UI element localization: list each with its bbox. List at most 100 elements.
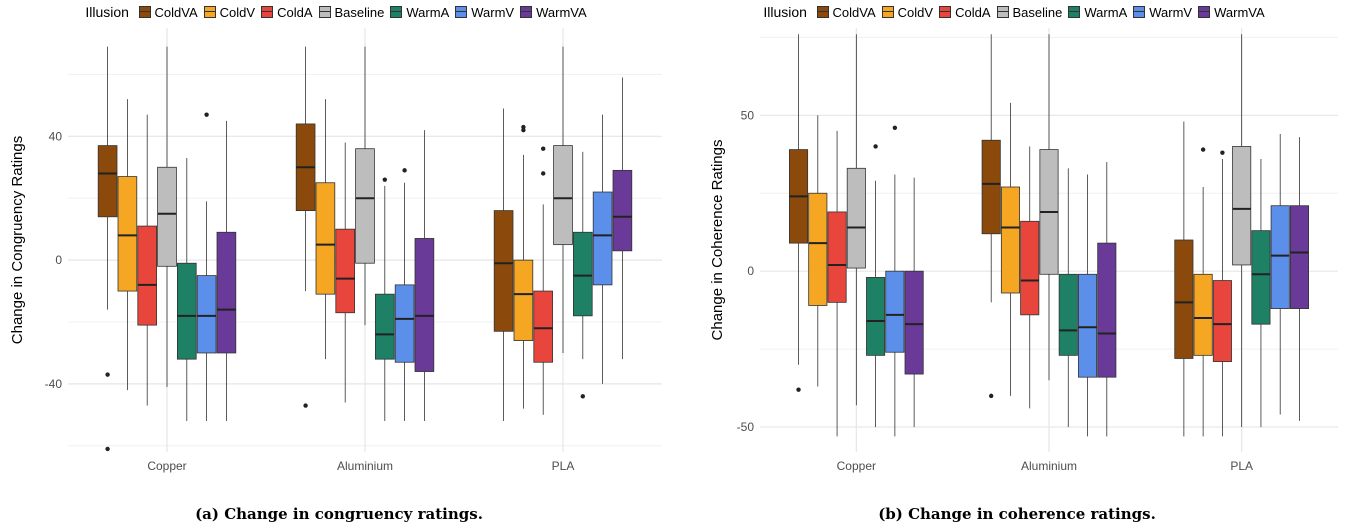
box-warmva — [216, 120, 237, 422]
box — [827, 211, 847, 303]
box — [493, 210, 514, 332]
outlier-point — [892, 125, 898, 130]
x-tick-label: Aluminium — [337, 459, 393, 473]
legend-key — [138, 6, 151, 18]
box-baseline — [846, 34, 866, 406]
box — [157, 166, 177, 267]
box-coldva — [1174, 121, 1194, 437]
legend-item: WarmV — [1133, 5, 1192, 20]
box-baseline — [355, 46, 375, 326]
coherence-chart-panel: Illusion ColdVA ColdV ColdA Baseline WarmA Wa… — [678, 0, 1356, 531]
legend-key — [455, 6, 468, 18]
box-warmva — [414, 130, 435, 422]
box — [394, 284, 415, 363]
outlier-point — [105, 372, 110, 377]
box — [553, 145, 573, 246]
x-tick-label: Aluminium — [1021, 459, 1077, 473]
box-baseline — [553, 46, 573, 353]
box-warma — [1251, 158, 1271, 428]
legend-key — [1068, 6, 1081, 18]
legend-key — [261, 6, 274, 18]
legend-label: WarmA — [406, 5, 450, 20]
legend-label: ColdVA — [832, 5, 876, 20]
outlier-point — [1220, 150, 1225, 155]
box-warma — [374, 177, 395, 422]
box — [846, 167, 866, 269]
box — [1097, 242, 1117, 378]
box-warmv — [592, 114, 613, 384]
legend-key — [939, 6, 952, 18]
box-colda — [335, 142, 355, 403]
box-colda — [137, 114, 158, 406]
coherence-boxplot: -50 0 50 Copper Aluminium PLA Change in Cohere… — [709, 28, 1338, 473]
legend-label: Baseline — [334, 5, 385, 20]
box — [216, 231, 237, 354]
y-tick-label: 0 — [747, 264, 754, 278]
box-coldva — [789, 34, 809, 392]
box — [1289, 205, 1309, 309]
box — [592, 191, 613, 286]
box-coldva — [97, 46, 118, 452]
box-warmv — [394, 168, 415, 422]
box-warma — [866, 144, 886, 428]
legend: Illusion ColdVA ColdV ColdA Baseline WarmA Wa… — [678, 4, 1356, 20]
outlier-point — [402, 168, 407, 173]
x-tick-label: PLA — [552, 459, 575, 473]
box-warmva — [1289, 137, 1309, 421]
y-tick-label: 0 — [55, 253, 62, 267]
legend-key — [1198, 6, 1211, 18]
caption: (b) Change in coherence ratings. — [878, 505, 1156, 523]
box-warmv — [196, 112, 217, 422]
box-coldv — [513, 124, 534, 409]
box — [612, 169, 633, 252]
legend-key — [390, 6, 403, 18]
box — [1270, 205, 1290, 309]
congruency-boxplot: -40 0 40 Copper Aluminium PLA Change in Congru… — [9, 28, 662, 473]
legend-title: Illusion — [85, 4, 129, 20]
box — [981, 139, 1001, 235]
box — [1193, 273, 1213, 356]
outlier-point — [989, 393, 994, 399]
legend-item: WarmVA — [520, 5, 587, 20]
x-tick-label: Copper — [837, 459, 876, 473]
caption: (a) Change in congruency ratings. — [195, 505, 483, 523]
legend-item: ColdVA — [138, 5, 198, 20]
outlier-point — [580, 394, 585, 399]
outlier-point — [1200, 147, 1206, 152]
legend-key — [816, 6, 829, 18]
legend-label: WarmV — [471, 5, 515, 20]
y-tick-label: -50 — [737, 420, 755, 434]
box — [904, 270, 924, 375]
box-coldv — [315, 99, 336, 360]
y-axis-label: Change in Congruency Ratings — [9, 136, 26, 344]
box — [808, 192, 828, 306]
box-warma — [1058, 168, 1078, 428]
box — [1232, 146, 1252, 266]
box — [1020, 220, 1040, 316]
legend-item: Baseline — [318, 5, 385, 20]
box — [885, 270, 905, 353]
legend-label: ColdA — [277, 5, 313, 20]
box-colda — [533, 146, 553, 415]
box — [533, 290, 553, 363]
legend-item: ColdV — [203, 5, 255, 20]
box — [573, 231, 593, 317]
legend-item: ColdA — [261, 5, 313, 20]
box — [355, 148, 375, 264]
box-warmva — [904, 177, 924, 428]
outlier-point — [303, 403, 308, 408]
box-coldv — [117, 99, 138, 391]
legend-label: ColdVA — [154, 5, 198, 20]
legend-key — [318, 6, 331, 18]
box-coldva — [493, 108, 514, 422]
box — [315, 182, 336, 295]
legend-label: WarmVA — [1214, 5, 1265, 20]
box — [1000, 186, 1021, 294]
legend-key — [996, 6, 1009, 18]
box-warma — [176, 157, 197, 422]
box — [117, 176, 138, 292]
box — [176, 262, 197, 360]
outlier-point — [521, 124, 526, 130]
legend-item: WarmV — [455, 5, 514, 20]
box — [1058, 273, 1078, 356]
